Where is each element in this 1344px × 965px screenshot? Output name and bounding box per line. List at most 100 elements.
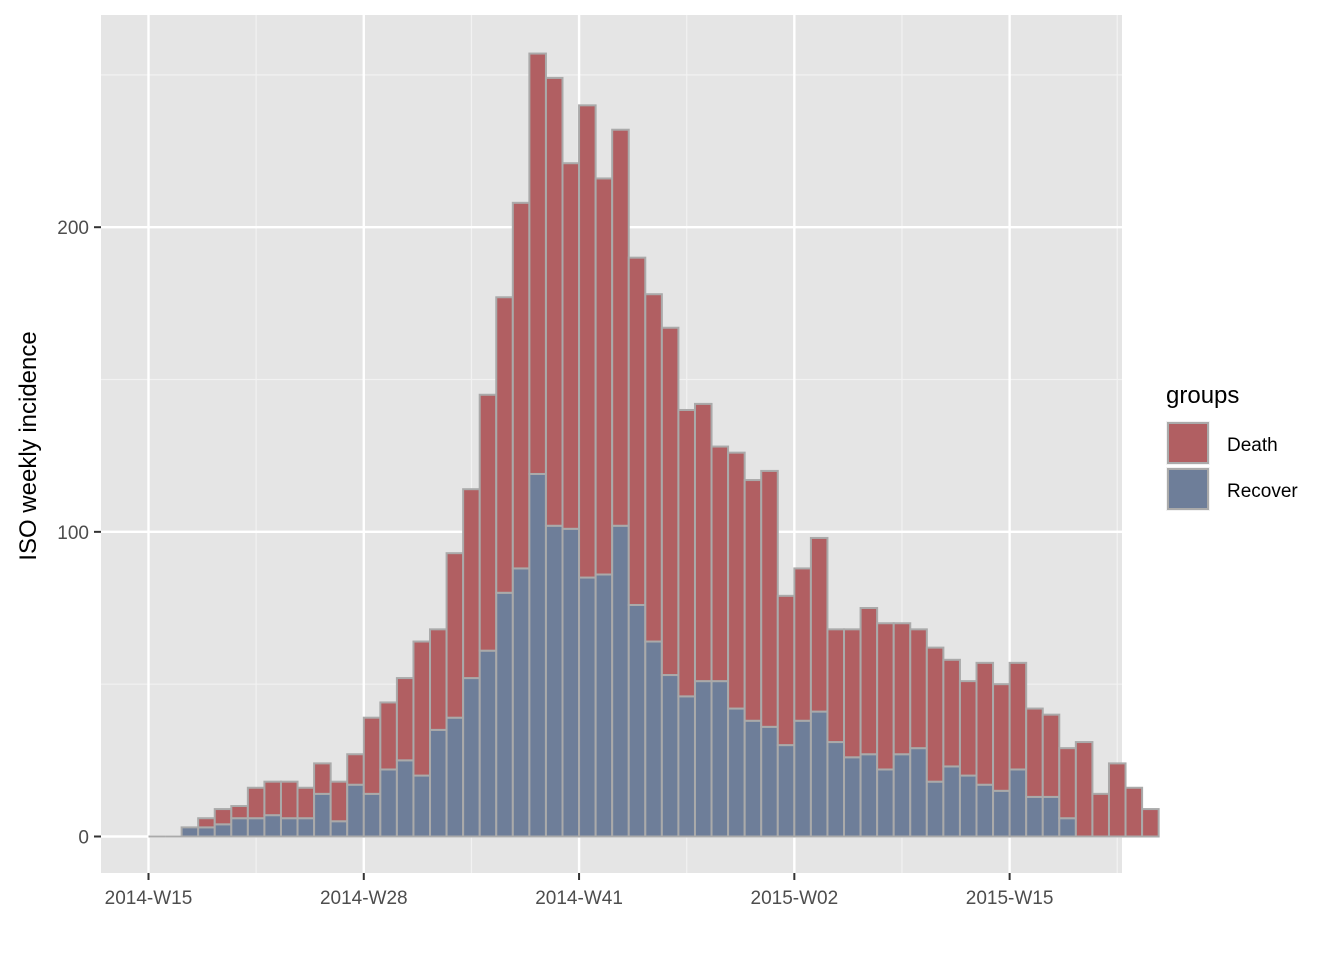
- bar-death: [809, 536, 829, 713]
- bar-death: [1025, 707, 1044, 798]
- bar-recover: [843, 756, 862, 838]
- bar-recover: [197, 826, 216, 838]
- bar-recover: [958, 774, 978, 838]
- bar-death: [1107, 762, 1127, 838]
- bar-recover: [329, 820, 349, 838]
- bar-death: [876, 622, 895, 771]
- bar-death: [793, 567, 812, 722]
- bar-death: [313, 762, 332, 795]
- bar-recover: [743, 719, 763, 838]
- bar-recover: [445, 716, 465, 838]
- bar-death: [743, 479, 763, 722]
- bar-recover: [677, 695, 696, 838]
- bar-recover: [826, 741, 846, 838]
- bar-death: [329, 780, 349, 823]
- bar-recover: [859, 753, 879, 838]
- x-axis: 2014-W15 2014-W28 2014-W41 2015-W02 2015-W15: [105, 873, 1054, 909]
- legend-label-recover: Recover: [1227, 481, 1298, 502]
- bar-death: [528, 52, 547, 475]
- bar-death: [892, 622, 912, 756]
- bar-death: [594, 177, 614, 576]
- x-tick-label: 2015-W15: [966, 888, 1054, 909]
- bar-death: [346, 753, 365, 786]
- bar-recover: [776, 744, 796, 838]
- bar-death: [230, 805, 249, 820]
- bar-death: [958, 680, 978, 777]
- bar-death: [246, 786, 266, 820]
- bar-recover: [1008, 768, 1028, 838]
- bar-death: [843, 628, 862, 759]
- bar-death: [362, 716, 382, 795]
- bar-death: [727, 451, 746, 710]
- bar-recover: [412, 774, 432, 838]
- bar-recover: [660, 674, 680, 838]
- bar-death: [379, 701, 398, 771]
- bar-recover: [313, 792, 332, 838]
- bar-recover: [760, 725, 779, 838]
- bar-death: [627, 256, 647, 606]
- bar-recover: [379, 768, 398, 838]
- bar-death: [942, 658, 961, 768]
- bar-death: [826, 628, 846, 744]
- bar-recover: [611, 524, 630, 838]
- bar-death: [462, 488, 481, 680]
- bar-recover: [578, 576, 597, 838]
- bar-death: [660, 326, 680, 677]
- x-tick-label: 2014-W41: [535, 888, 623, 909]
- bar-recover: [230, 817, 249, 838]
- bar-recover: [975, 783, 995, 838]
- bar-recover: [561, 527, 581, 838]
- bars: [148, 52, 1160, 838]
- legend: groups Death Recover: [1166, 382, 1298, 511]
- bar-recover: [495, 591, 514, 838]
- bar-recover: [594, 573, 614, 838]
- bar-recover: [429, 728, 448, 838]
- bar-death: [478, 393, 498, 652]
- bar-death: [859, 607, 879, 756]
- bar-death: [395, 677, 415, 762]
- bar-death: [710, 445, 730, 683]
- bar-recover: [693, 680, 713, 838]
- bar-recover: [346, 783, 365, 838]
- bar-death: [677, 408, 696, 698]
- bar-recover: [925, 780, 945, 838]
- x-tick-label: 2014-W28: [320, 888, 408, 909]
- bar-recover: [793, 719, 812, 838]
- y-tick-label: 0: [78, 828, 89, 849]
- legend-key-recover: [1167, 468, 1209, 510]
- bar-death: [644, 293, 663, 643]
- bar-death: [544, 76, 564, 527]
- legend-title: groups: [1166, 382, 1239, 409]
- bar-death: [992, 683, 1011, 792]
- bar-death: [561, 162, 581, 530]
- bar-death: [1041, 713, 1061, 798]
- bar-death: [296, 786, 316, 820]
- bar-recover: [1041, 795, 1061, 838]
- bar-recover: [263, 814, 282, 838]
- y-tick-label: 200: [57, 218, 89, 239]
- bar-recover: [992, 789, 1011, 838]
- bar-death: [263, 780, 282, 817]
- bar-recover: [627, 603, 647, 838]
- x-tick-label: 2014-W15: [105, 888, 193, 909]
- bar-recover: [892, 753, 912, 838]
- bar-recover: [544, 524, 564, 838]
- bar-recover: [809, 710, 829, 838]
- bar-recover: [644, 640, 663, 838]
- legend-label-death: Death: [1227, 435, 1278, 456]
- bar-recover: [246, 817, 266, 838]
- bar-recover: [213, 823, 233, 838]
- bar-recover: [876, 768, 895, 838]
- bar-death: [776, 594, 796, 747]
- bar-recover: [462, 677, 481, 838]
- bar-death: [1058, 747, 1077, 820]
- bar-recover: [727, 707, 746, 838]
- bar-recover: [1025, 795, 1044, 838]
- bar-death: [511, 201, 531, 570]
- bar-recover: [511, 567, 531, 838]
- legend-key-death: [1167, 422, 1209, 464]
- bar-death: [909, 628, 928, 750]
- bar-recover: [362, 792, 382, 838]
